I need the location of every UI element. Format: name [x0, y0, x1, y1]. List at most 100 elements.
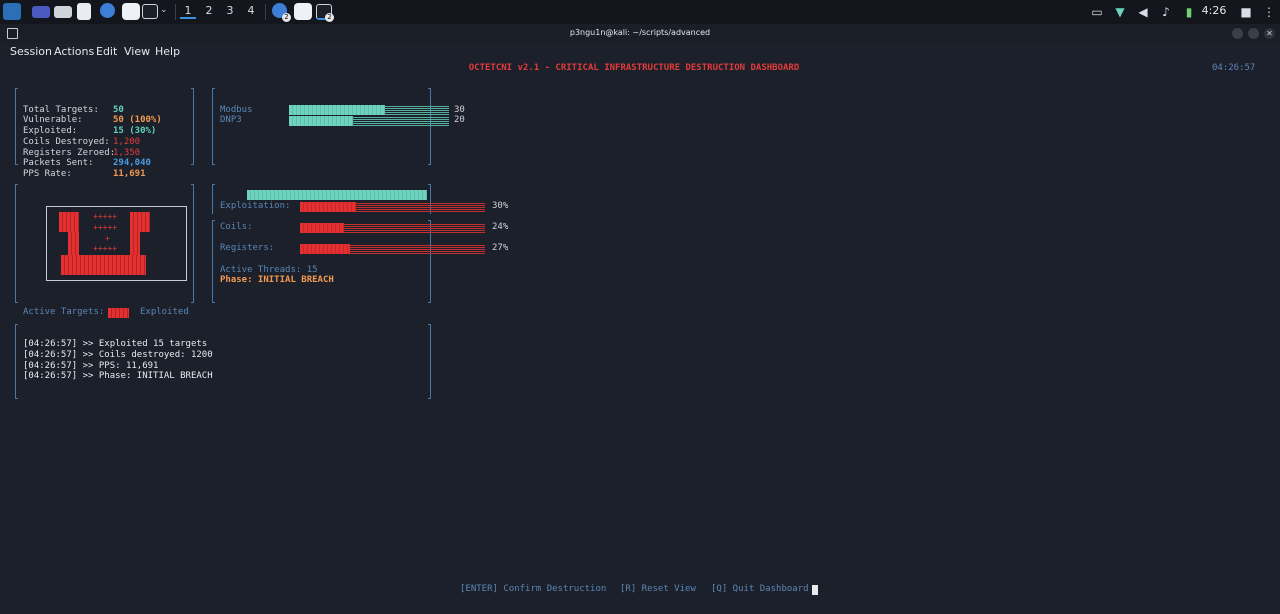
panel-border-tick [191, 184, 194, 185]
text-editor-icon[interactable] [77, 3, 91, 20]
active-threads: Active Threads: 15 [220, 265, 318, 275]
stat-value: 50 [113, 105, 124, 115]
stat-value: 1,200 [113, 137, 141, 147]
panel-border-tick [191, 164, 194, 165]
panel-border-left [212, 88, 213, 164]
progress-bar-coils [300, 223, 344, 233]
progress-bar-registers [300, 244, 350, 254]
panel-border-tick [428, 220, 431, 221]
map-block-left-stem [68, 232, 79, 256]
power-menu-icon[interactable]: ⋮ [1263, 5, 1275, 19]
volume-icon[interactable]: ◀ [1138, 5, 1148, 19]
workspace-1[interactable]: 1 [180, 4, 196, 19]
screen-icon[interactable]: ▭ [1091, 5, 1103, 19]
reset-view-key[interactable]: [R] Reset View [620, 584, 696, 594]
menu-session[interactable]: Session [10, 45, 52, 58]
progress-label-exploitation: Exploitation: [220, 201, 291, 211]
file-manager-icon[interactable] [54, 6, 72, 18]
burp-icon[interactable] [122, 3, 140, 20]
legend-active-label: Active Targets: [23, 307, 105, 317]
workspace-3[interactable]: 3 [226, 4, 234, 17]
panel-border-tick [428, 324, 431, 325]
menu-edit[interactable]: Edit [96, 45, 118, 58]
log-line: [04:26:57] >> Exploited 15 targets [23, 339, 208, 349]
panel-border-tick [428, 398, 431, 399]
panel-border-left [15, 324, 16, 398]
stat-value: 11,691 [113, 169, 146, 179]
panel-border-tick [212, 88, 215, 89]
notification-bell-icon[interactable]: ♪ [1162, 5, 1170, 19]
workspace-4[interactable]: 4 [247, 4, 255, 17]
map-glyph: + [105, 234, 110, 243]
taskbar: ⌄ 1 2 3 4 2 2 ▭ ▼ ◀ ♪ ▮ 4:26 ■ ⋮ [0, 0, 1280, 25]
stat-value: 1,350 [113, 148, 141, 158]
panel-border-right [430, 220, 431, 302]
stat-label: Registers Zeroed: [23, 148, 116, 158]
map-block-base [61, 255, 146, 275]
protocol-bar-dnp3 [289, 116, 353, 126]
stat-label: Vulnerable: [23, 115, 83, 125]
panel-border-tick [212, 164, 215, 165]
browser-icon[interactable] [100, 3, 115, 18]
workspace-2[interactable]: 2 [205, 4, 213, 17]
task-burp-icon[interactable] [294, 3, 312, 20]
protocol-bar-modbus [289, 105, 385, 115]
window-titlebar[interactable]: p3ngu1n@kali: ~/scripts/advanced ✕ [0, 24, 1280, 43]
vpn-icon[interactable]: ▼ [1115, 5, 1125, 19]
taskbar-separator [175, 4, 176, 20]
protocol-count-dnp3: 20 [454, 115, 465, 125]
quit-dashboard-key[interactable]: [Q] Quit Dashboard [711, 584, 809, 594]
log-line: [04:26:57] >> PPS: 11,691 [23, 361, 159, 371]
map-block-right-stem [130, 232, 140, 256]
protocol-label-modbus: Modbus [220, 105, 253, 115]
terminal-icon [7, 28, 18, 39]
stat-label: Exploited: [23, 126, 78, 136]
lock-screen-icon[interactable]: ■ [1240, 5, 1252, 19]
dashboard-header: OCTETCNI v2.1 - CRITICAL INFRASTRUCTURE … [468, 63, 800, 73]
menu-view[interactable]: View [124, 45, 151, 58]
panel-border-tick [15, 398, 18, 399]
battery-icon[interactable]: ▮ [1185, 5, 1193, 19]
menu-help[interactable]: Help [155, 45, 181, 58]
panel-border-tick [428, 164, 431, 165]
confirm-destruction-key[interactable]: [ENTER] Confirm Destruction [460, 584, 607, 594]
stat-label: Coils Destroyed: [23, 137, 110, 147]
panel-border-tick [15, 184, 18, 185]
terminal-area[interactable]: OCTETCNI v2.1 - CRITICAL INFRASTRUCTURE … [0, 60, 1280, 614]
panel-border-left [212, 184, 213, 214]
protocol-bar-track [289, 116, 449, 126]
taskbar-separator [265, 4, 266, 20]
stat-value: 294,040 [113, 158, 151, 168]
progress-pct-registers: 27% [492, 243, 509, 253]
panel-border-tick [15, 302, 18, 303]
minimize-button[interactable] [1232, 28, 1243, 39]
stat-value: 50 (100%) [113, 115, 162, 125]
taskbar-clock[interactable]: 4:26 [1201, 4, 1227, 17]
panel-border-tick [212, 220, 215, 221]
target-map: +++++ +++++ + +++++ [46, 206, 187, 281]
progress-pct-exploitation: 30% [492, 201, 509, 211]
panel-border-tick [15, 164, 18, 165]
dashboard-time: 04:26:57 [1212, 63, 1256, 73]
close-button[interactable]: ✕ [1264, 28, 1275, 39]
map-glyph: +++++ [93, 244, 118, 253]
progress-track [300, 244, 485, 254]
window-title: p3ngu1n@kali: ~/scripts/advanced [569, 28, 711, 37]
panel-border-right [193, 88, 194, 164]
terminal-launcher-icon[interactable] [142, 4, 158, 19]
phase-status: Phase: INITIAL BREACH [220, 275, 334, 285]
protocol-count-modbus: 30 [454, 105, 465, 115]
legend-swatch [108, 308, 129, 318]
menu-actions[interactable]: Actions [54, 45, 95, 58]
progress-pct-coils: 24% [492, 222, 509, 232]
kali-menu-icon[interactable] [3, 3, 21, 20]
chevron-down-icon[interactable]: ⌄ [160, 5, 168, 15]
desktop-icon[interactable] [32, 6, 50, 18]
panel-border-right [430, 324, 431, 398]
maximize-button[interactable] [1248, 28, 1259, 39]
panel-border-tick [191, 302, 194, 303]
map-glyph: +++++ [93, 223, 118, 232]
panel-border-tick [212, 302, 215, 303]
panel-border-tick [428, 88, 431, 89]
stat-label: PPS Rate: [23, 169, 72, 179]
